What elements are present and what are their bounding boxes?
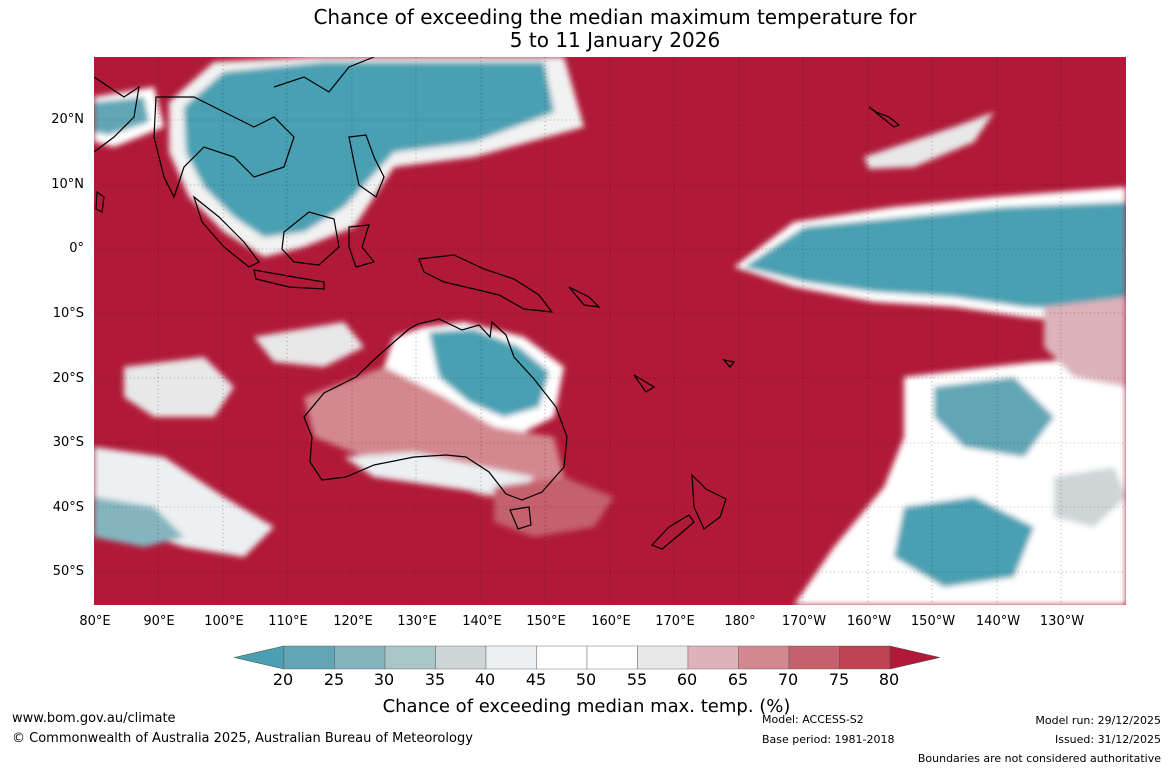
colorbar-extension-high (889, 645, 940, 670)
lon-tick-130w: 130°W (1039, 614, 1085, 629)
lon-tick-130e: 130°E (397, 614, 437, 629)
lat-tick-0: 0° (69, 241, 84, 256)
hawaii-coastline (868, 106, 901, 128)
colorbar-tick-50: 50 (575, 670, 597, 689)
colorbar-extension-low (234, 645, 285, 670)
lon-tick-160w: 160°W (846, 614, 892, 629)
colorbar-segment (687, 645, 739, 670)
new-guinea-coastline (418, 254, 554, 313)
colorbar-segment (637, 645, 689, 670)
java-coastline (253, 269, 325, 290)
lon-tick-180: 180° (724, 614, 756, 629)
region-timor-sea-patch (254, 322, 364, 367)
region-south-australia (344, 452, 534, 497)
colorbar-tick-40: 40 (474, 670, 496, 689)
new-caledonia-coastline (633, 374, 656, 393)
gridlines (94, 57, 1126, 605)
colorbar-segment (788, 645, 840, 670)
probability-shading (94, 57, 1126, 605)
chart-title-line-1: Chance of exceeding the median maximum t… (313, 5, 917, 29)
lon-tick-90e: 90°E (143, 614, 175, 629)
base-period: Base period: 1981-2018 (762, 733, 895, 746)
lat-tick-30s: 30°S (52, 435, 84, 450)
region-southeast-asia-teal (184, 62, 554, 237)
lat-tick-10s: 10°S (52, 306, 84, 321)
region-southeast-pacific-light (1054, 467, 1126, 527)
lon-tick-100e: 100°E (204, 614, 244, 629)
region-southern-ocean-west-teal (94, 497, 184, 547)
boundaries-disclaimer: Boundaries are not considered authoritat… (917, 752, 1161, 765)
colorbar-segment (435, 645, 487, 670)
colorbar-tick-55: 55 (626, 670, 648, 689)
sri-lanka-coastline (95, 190, 105, 213)
region-north-pacific-patch (864, 112, 994, 169)
colorbar-tick-20: 20 (272, 670, 294, 689)
coastlines (94, 57, 901, 550)
indochina-coastline (153, 96, 295, 199)
model-name: Model: ACCESS-S2 (762, 713, 864, 726)
sulawesi-coastline (348, 224, 376, 268)
china-coastline (273, 57, 375, 93)
region-northern-australia-teal (429, 329, 549, 417)
colorbar-segment (283, 645, 335, 670)
lon-tick-120e: 120°E (333, 614, 373, 629)
colorbar-tick-75: 75 (828, 670, 850, 689)
colorbar-segment (485, 645, 537, 670)
india-coastline (94, 76, 140, 153)
model-run-date: Model run: 29/12/2025 (1035, 714, 1161, 727)
chart-title-line-2: 5 to 11 January 2026 (509, 28, 721, 52)
colorbar-segment (738, 645, 790, 670)
colorbar-tick-30: 30 (373, 670, 395, 689)
fiji-coastline (722, 359, 736, 368)
lon-tick-140e: 140°E (462, 614, 502, 629)
colorbar-segment (536, 645, 588, 670)
map-panel (94, 57, 1126, 605)
philippines-coastline (348, 134, 385, 198)
region-central-pacific-teal (744, 202, 1126, 312)
issued-date: Issued: 31/12/2025 (1054, 733, 1161, 746)
lat-tick-10n: 10°N (51, 177, 84, 192)
lon-tick-170w: 170°W (781, 614, 827, 629)
region-southeast-pacific-teal-1 (934, 377, 1054, 457)
copyright-notice: © Commonwealth of Australia 2025, Austra… (12, 731, 473, 746)
region-eastern-pacific-light (1044, 297, 1126, 387)
lat-tick-20n: 20°N (51, 112, 84, 127)
lon-tick-110e: 110°E (268, 614, 308, 629)
lat-tick-50s: 50°S (52, 564, 84, 579)
new-zealand-south-coastline (650, 514, 695, 550)
colorbar-tick-25: 25 (323, 670, 345, 689)
tasmania-coastline (509, 506, 532, 530)
lon-tick-80e: 80°E (79, 614, 111, 629)
lon-tick-160e: 160°E (591, 614, 631, 629)
probability-map (94, 57, 1126, 605)
borneo-coastline (281, 211, 340, 266)
colorbar-segment (586, 645, 638, 670)
colorbar-tick-65: 65 (727, 670, 749, 689)
colorbar-segment (384, 645, 436, 670)
region-southeast-pacific-teal-2 (894, 497, 1034, 587)
lon-tick-150w: 150°W (910, 614, 956, 629)
colorbar-tick-35: 35 (424, 670, 446, 689)
website-link[interactable]: www.bom.gov.au/climate (12, 711, 176, 726)
colorbar (234, 645, 940, 670)
colorbar-label: Chance of exceeding median max. temp. (%… (382, 696, 791, 717)
sumatra-coastline (192, 195, 260, 268)
region-central-australia (304, 367, 564, 497)
lat-tick-40s: 40°S (52, 500, 84, 515)
colorbar-tick-80: 80 (878, 670, 900, 689)
colorbar-tick-60: 60 (676, 670, 698, 689)
lat-tick-20s: 20°S (52, 371, 84, 386)
solomon-islands-coastline (568, 286, 601, 308)
colorbar-segment (839, 645, 891, 670)
lon-tick-140w: 140°W (975, 614, 1021, 629)
lon-tick-150e: 150°E (526, 614, 566, 629)
lon-tick-170e: 170°E (655, 614, 695, 629)
new-zealand-north-coastline (691, 473, 727, 530)
colorbar-tick-45: 45 (525, 670, 547, 689)
colorbar-tick-70: 70 (777, 670, 799, 689)
australia-coastline (303, 318, 568, 501)
colorbar-segment (334, 645, 386, 670)
region-indian-ocean-patch (124, 357, 234, 417)
